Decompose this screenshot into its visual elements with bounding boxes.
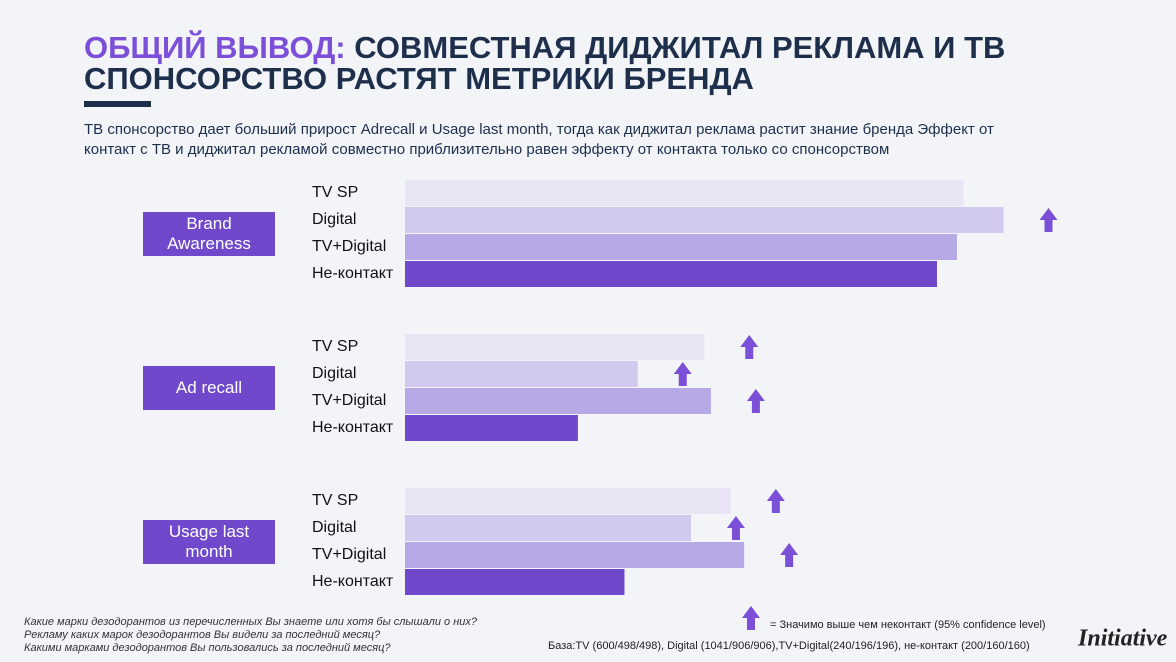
title-line: СПОНСОРСТВО РАСТЯТ МЕТРИКИ БРЕНДА	[84, 61, 754, 96]
legend-arrow	[742, 606, 760, 630]
significance-note: = Значимо выше чем неконтакт (95% confid…	[770, 619, 1046, 631]
base-note: База:TV (600/498/498), Digital (1041/906…	[548, 640, 1030, 652]
category-label: TV SP	[312, 492, 358, 509]
category-label: Digital	[312, 365, 356, 382]
title: ОБЩИЙ ВЫВОД: СОВМЕСТНАЯ ДИДЖИТАЛ РЕКЛАМА…	[84, 29, 1005, 65]
category-label: TV+Digital	[312, 546, 386, 563]
significance-arrow	[726, 516, 745, 540]
category-label: TV+Digital	[312, 238, 386, 255]
bar	[405, 207, 1004, 233]
significance-arrow	[766, 489, 785, 513]
bar	[405, 515, 691, 541]
question: Какими марками дезодорантов Вы пользовал…	[24, 642, 391, 654]
group-label: Usage last month	[143, 520, 275, 564]
title-accent: ОБЩИЙ ВЫВОД:	[84, 29, 346, 65]
question: Рекламу каких марок дезодорантов Вы виде…	[24, 629, 381, 641]
category-label: Не-контакт	[312, 573, 394, 590]
category-label: Digital	[312, 211, 356, 228]
significance-arrow	[1039, 208, 1058, 232]
bar	[405, 180, 964, 206]
significance-arrow	[780, 543, 799, 567]
logo: Initiative	[1077, 626, 1168, 652]
category-label: Не-контакт	[312, 419, 394, 436]
group-label: Ad recall	[143, 366, 275, 410]
significance-arrow	[740, 335, 759, 359]
bar	[405, 234, 957, 260]
category-label: TV+Digital	[312, 392, 386, 409]
title-rest: СОВМЕСТНАЯ ДИДЖИТАЛ РЕКЛАМА И ТВ	[354, 30, 1005, 65]
significance-arrow	[673, 362, 692, 386]
bar	[405, 334, 705, 360]
significance-arrow	[746, 389, 765, 413]
subtitle: ТВ спонсорство дает больший прирост Adre…	[84, 121, 994, 138]
bar	[405, 361, 638, 387]
category-label: Digital	[312, 519, 356, 536]
group-label: Brand Awareness	[143, 212, 275, 256]
category-label: Не-контакт	[312, 265, 394, 282]
bar	[405, 488, 731, 514]
question: Какие марки дезодорантов из перечисленны…	[24, 616, 478, 628]
bar	[405, 542, 745, 568]
category-label: TV SP	[312, 184, 358, 201]
bar	[405, 261, 937, 287]
subtitle: контакт с ТВ и диджитал рекламой совмест…	[84, 141, 889, 158]
category-label: TV SP	[312, 338, 358, 355]
title-underline	[84, 101, 151, 107]
bar	[405, 415, 578, 441]
bar	[405, 569, 625, 595]
bar	[405, 388, 711, 414]
